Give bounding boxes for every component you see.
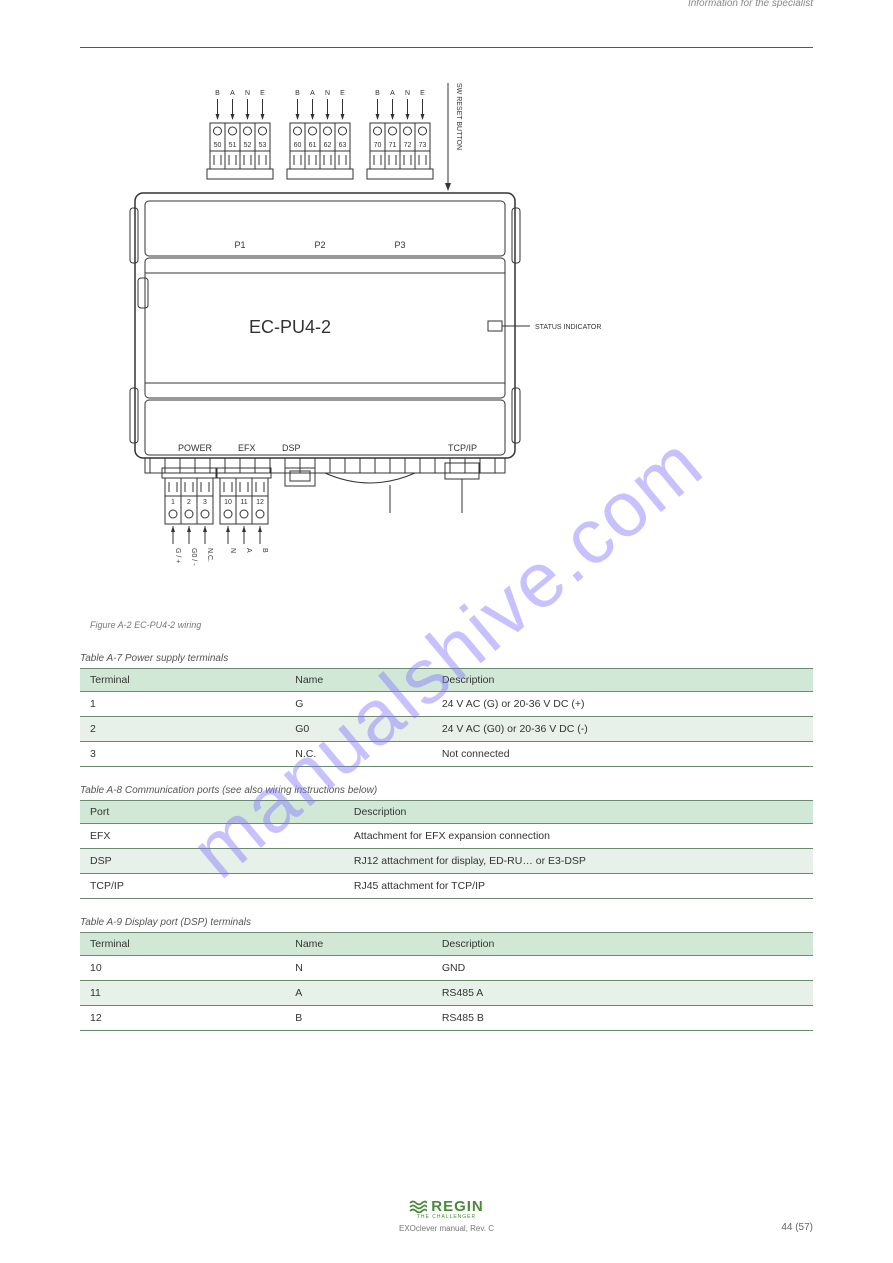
svg-text:12: 12: [256, 499, 264, 506]
svg-text:G0 / -: G0 / -: [190, 548, 197, 566]
label-dsp: DSP: [282, 443, 301, 453]
table-row: EFX Attachment for EFX expansion connect…: [80, 824, 813, 849]
table-row: TCP/IP RJ45 attachment for TCP/IP: [80, 874, 813, 899]
th: Terminal: [80, 933, 285, 956]
svg-text:1: 1: [171, 499, 175, 506]
svg-text:N.C.: N.C.: [206, 548, 213, 562]
svg-text:73: 73: [419, 142, 427, 149]
svg-text:61: 61: [309, 142, 317, 149]
svg-text:52: 52: [244, 142, 252, 149]
svg-text:A: A: [390, 90, 395, 97]
svg-text:62: 62: [324, 142, 332, 149]
brand-logo: REGIN: [409, 1198, 484, 1215]
svg-text:G / +: G / +: [174, 548, 181, 563]
svg-text:E: E: [260, 90, 265, 97]
th: Description: [432, 933, 813, 956]
svg-text:72: 72: [404, 142, 412, 149]
table-comm-ports: Port Description EFX Attachment for EFX …: [80, 800, 813, 899]
svg-text:10: 10: [224, 499, 232, 506]
th: Port: [80, 801, 344, 824]
th: Terminal: [80, 669, 285, 692]
svg-text:N: N: [405, 90, 410, 97]
footer-doc-ref: EXOclever manual, Rev. C: [0, 1224, 893, 1233]
svg-text:A: A: [310, 90, 315, 97]
table-row: 10 N GND: [80, 956, 813, 981]
svg-text:A: A: [245, 548, 252, 553]
svg-text:71: 71: [389, 142, 397, 149]
page-header-section: Information for the specialist: [80, 0, 813, 9]
table-row: 12 B RS485 B: [80, 1006, 813, 1031]
svg-text:60: 60: [294, 142, 302, 149]
sw-reset-label: SW RESET BUTTON: [455, 83, 462, 150]
svg-text:B: B: [215, 90, 220, 97]
svg-text:B: B: [261, 548, 268, 553]
svg-text:70: 70: [374, 142, 382, 149]
svg-text:E: E: [420, 90, 425, 97]
svg-text:B: B: [295, 90, 300, 97]
label-tcpip: TCP/IP: [448, 443, 477, 453]
label-efx: EFX: [238, 443, 256, 453]
table-row: 1 G 24 V AC (G) or 20-36 V DC (+): [80, 692, 813, 717]
table-row: 3 N.C. Not connected: [80, 742, 813, 767]
svg-text:53: 53: [259, 142, 267, 149]
svg-text:2: 2: [187, 499, 191, 506]
table-row: DSP RJ12 attachment for display, ED-RU… …: [80, 849, 813, 874]
brand-name: REGIN: [431, 1198, 484, 1215]
svg-text:3: 3: [203, 499, 207, 506]
port-p3: P3: [394, 240, 405, 250]
status-indicator-label: STATUS INDICATOR: [535, 324, 601, 331]
table-row: 2 G0 24 V AC (G0) or 20-36 V DC (-): [80, 717, 813, 742]
svg-text:B: B: [375, 90, 380, 97]
port-p2: P2: [314, 240, 325, 250]
footer: REGIN THE CHALLENGER EXOclever manual, R…: [0, 1198, 893, 1234]
svg-text:N: N: [325, 90, 330, 97]
label-power: POWER: [178, 443, 213, 453]
svg-text:N: N: [245, 90, 250, 97]
svg-text:A: A: [230, 90, 235, 97]
svg-text:50: 50: [214, 142, 222, 149]
page-number: 44 (57): [781, 1222, 813, 1233]
table2-caption: Table A-8 Communication ports (see also …: [80, 785, 813, 796]
table-dsp-terminals: Terminal Name Description 10 N GND 11 A …: [80, 932, 813, 1031]
header-rule: [80, 47, 813, 48]
th: Description: [344, 801, 813, 824]
table1-caption: Table A-7 Power supply terminals: [80, 653, 813, 664]
wiring-diagram: B 50 A 51 N 52 E 53 B 60 A 61 N 62 E 63 B 70 A 71 N 72 E 73 SW …: [90, 73, 610, 633]
svg-text:E: E: [340, 90, 345, 97]
svg-text:51: 51: [229, 142, 237, 149]
brand-tagline: THE CHALLENGER: [0, 1214, 893, 1220]
table3-caption: Table A-9 Display port (DSP) terminals: [80, 917, 813, 928]
figure-caption: Figure A-2 EC-PU4-2 wiring: [90, 620, 201, 630]
svg-text:11: 11: [240, 499, 247, 506]
table-row: 11 A RS485 A: [80, 981, 813, 1006]
th: Description: [432, 669, 813, 692]
port-p1: P1: [234, 240, 245, 250]
device-name: EC-PU4-2: [249, 317, 331, 337]
table-power-supply: Terminal Name Description 1 G 24 V AC (G…: [80, 668, 813, 767]
th: Name: [285, 669, 432, 692]
svg-text:N: N: [229, 548, 236, 553]
th: Name: [285, 933, 432, 956]
svg-text:63: 63: [339, 142, 347, 149]
wave-icon: [409, 1199, 427, 1213]
